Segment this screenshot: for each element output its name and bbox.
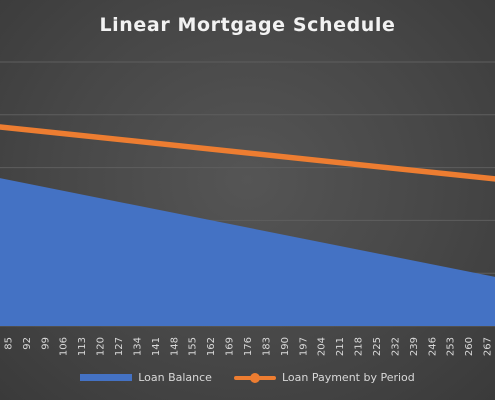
legend-swatch-line <box>233 372 276 383</box>
x-tick-label: 183 <box>261 337 272 356</box>
x-tick-label: 169 <box>225 337 236 356</box>
x-tick-label: 148 <box>169 337 180 356</box>
x-tick-label: 225 <box>372 337 383 356</box>
legend-swatch-area <box>80 374 133 381</box>
x-tick-label: 267 <box>483 337 494 356</box>
x-tick-label: 246 <box>427 337 438 356</box>
legend-label: Loan Balance <box>138 371 212 384</box>
x-tick-label: 99 <box>40 337 51 350</box>
x-tick-label: 85 <box>3 337 14 350</box>
legend: Loan Balance Loan Payment by Period <box>0 371 495 384</box>
x-tick-label: 260 <box>464 337 475 356</box>
x-tick-label: 127 <box>114 337 125 356</box>
x-tick-label: 253 <box>446 337 457 356</box>
x-tick-label: 92 <box>22 337 33 350</box>
x-tick-label: 239 <box>409 337 420 356</box>
x-tick-label: 232 <box>390 337 401 356</box>
x-tick-label: 120 <box>96 337 107 356</box>
series-area-loan-balance <box>0 178 495 326</box>
x-tick-label: 162 <box>206 337 217 356</box>
chart-title: Linear Mortgage Schedule <box>99 14 396 36</box>
x-tick-label: 113 <box>77 337 88 356</box>
x-tick-label: 106 <box>59 337 70 356</box>
legend-item-payment[interactable]: Loan Payment by Period <box>233 371 415 384</box>
x-tick-label: 141 <box>151 337 162 356</box>
x-tick-label: 134 <box>132 337 143 356</box>
x-tick-label: 197 <box>298 337 309 356</box>
x-tick-label: 218 <box>354 337 365 356</box>
x-tick-label: 155 <box>188 337 199 356</box>
legend-label: Loan Payment by Period <box>281 371 415 384</box>
x-tick-label: 211 <box>335 337 346 356</box>
legend-item-balance[interactable]: Loan Balance <box>80 371 212 384</box>
x-tick-label: 176 <box>243 337 254 356</box>
x-tick-label: 190 <box>280 337 291 356</box>
series-line-loan-payment <box>0 124 495 182</box>
x-tick-label: 204 <box>317 337 328 356</box>
